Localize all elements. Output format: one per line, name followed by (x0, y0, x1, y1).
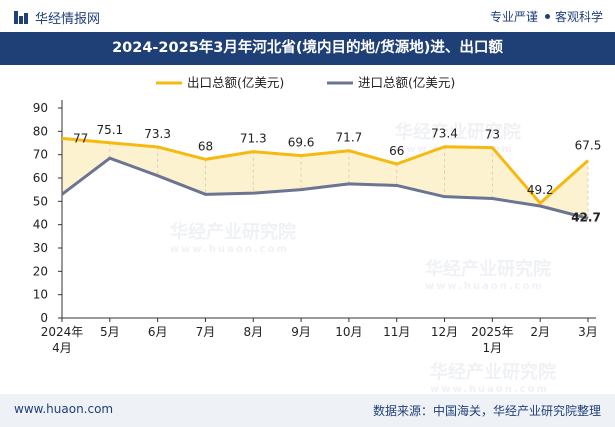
x-tick-label: 2月 (530, 325, 550, 339)
x-tick-label: 6月 (148, 325, 168, 339)
x-tick-label: 10月 (335, 325, 362, 339)
export-data-label: 66 (389, 144, 404, 158)
export-data-label: 71.7 (336, 131, 363, 145)
tagline-right: 客观科学 (554, 10, 603, 24)
website-link[interactable]: www.huaon.com (14, 402, 114, 416)
x-tick-label: 7月 (196, 325, 216, 339)
export-data-label: 49.2 (527, 183, 554, 197)
export-data-label: 73.4 (431, 127, 458, 141)
export-data-label: 73 (485, 128, 500, 142)
y-tick-label: 50 (33, 194, 48, 208)
data-source: 数据来源：中国海关，华经产业研究院整理 (372, 404, 601, 418)
dot-icon (544, 14, 550, 19)
tagline: 专业严谨 客观科学 (490, 8, 603, 25)
line-chart: 出口总额(亿美元) 进口总额(亿美元) 0 10 20 30 40 50 60 70 80 90 20… (33, 75, 602, 355)
x-tick-label: 11月 (383, 325, 410, 339)
export-data-label: 69.6 (288, 136, 315, 150)
export-data-label: 68 (198, 139, 213, 153)
x-tick-label: 4月 (52, 341, 72, 355)
bar-chart-icon (14, 11, 28, 24)
import-series-line (61, 156, 589, 220)
y-tick-label: 90 (33, 101, 48, 115)
y-tick-label: 20 (33, 264, 48, 278)
y-tick-label: 60 (33, 171, 48, 185)
legend: 出口总额(亿美元) 进口总额(亿美元) (156, 75, 455, 90)
legend-export-label: 出口总额(亿美元) (187, 75, 284, 90)
y-tick-label: 40 (33, 218, 48, 232)
y-tick-label: 30 (33, 241, 48, 255)
tagline-left: 专业严谨 (489, 10, 538, 24)
title-bar: 2024-2025年3月年河北省(境内目的地/货源地)进、出口额 (0, 32, 615, 65)
export-data-label: 67.5 (575, 139, 602, 153)
x-tick-label: 2024年 (41, 325, 84, 339)
x-tick-label: 2025年 (471, 325, 514, 339)
difference-area (62, 138, 588, 219)
x-tick-label: 8月 (243, 325, 263, 339)
top-bar: 华经情报网 专业严谨 客观科学 (0, 0, 615, 32)
x-tick-label: 12月 (431, 325, 458, 339)
y-tick-label: 10 (33, 288, 48, 302)
y-tick-label: 70 (33, 148, 48, 162)
y-tick-label: 80 (33, 124, 48, 138)
brand-name: 华经情报网 (35, 12, 101, 27)
export-data-label: 77 (73, 131, 88, 145)
brand[interactable]: 华经情报网 (14, 8, 100, 27)
y-tick-label: 0 (40, 311, 48, 325)
export-series-line (61, 136, 589, 205)
x-tick-label: 9月 (291, 325, 311, 339)
chart-title: 2024-2025年3月年河北省(境内目的地/货源地)进、出口额 (112, 40, 503, 56)
export-data-label: 73.3 (144, 127, 171, 141)
legend-import-label: 进口总额(亿美元) (358, 75, 455, 90)
export-data-label: 75.1 (96, 123, 123, 137)
export-data-label: 71.3 (240, 132, 267, 146)
x-tick-label: 3月 (578, 325, 598, 339)
x-tick-label: 5月 (100, 325, 120, 339)
plot-area: 0 10 20 30 40 50 60 70 80 90 2024年 4月 5月 6月 7月 8月 9月 10月 1… (33, 100, 602, 355)
import-data-label: 42.7 (571, 210, 601, 224)
x-tick-label: 1月 (483, 341, 503, 355)
footer: www.huaon.com 数据来源：中国海关，华经产业研究院整理 (0, 394, 615, 427)
